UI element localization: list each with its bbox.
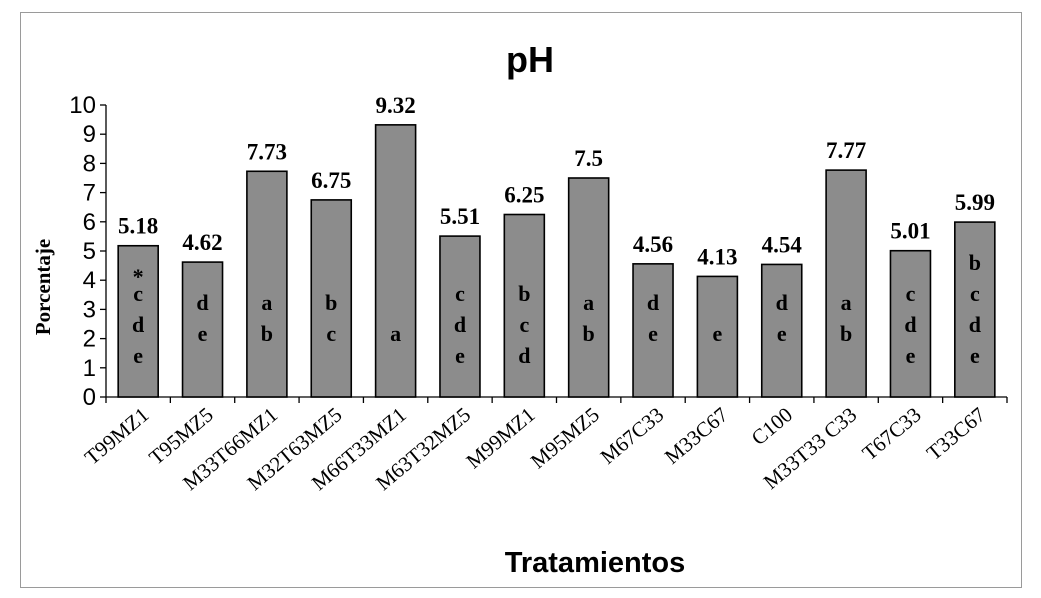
group-letter: a bbox=[583, 290, 594, 315]
chart-title: pH bbox=[506, 39, 554, 80]
group-letter: b bbox=[518, 281, 530, 306]
group-letter: e bbox=[777, 321, 787, 346]
significance-asterisk: * bbox=[133, 264, 144, 289]
group-letter: d bbox=[454, 312, 466, 337]
y-tick-label: 1 bbox=[83, 355, 96, 382]
group-letter: d bbox=[776, 290, 788, 315]
y-tick-label: 9 bbox=[83, 121, 96, 148]
value-label: 4.54 bbox=[762, 232, 803, 257]
group-letter: e bbox=[133, 343, 143, 368]
group-letter: c bbox=[519, 312, 529, 337]
x-tick-label: C100 bbox=[747, 402, 797, 450]
group-letter: c bbox=[455, 281, 465, 306]
value-label: 4.56 bbox=[633, 232, 673, 257]
x-tick-label: T33C67 bbox=[922, 402, 990, 465]
bar-m33t33c33 bbox=[825, 169, 867, 398]
group-letter: b bbox=[969, 250, 981, 275]
group-letter: d bbox=[904, 312, 916, 337]
x-tick-label: M67C33 bbox=[596, 402, 669, 468]
group-letter: c bbox=[906, 281, 916, 306]
group-letter: b bbox=[261, 321, 273, 346]
value-label: 5.99 bbox=[955, 190, 995, 215]
x-tick-label: M33C67 bbox=[660, 402, 733, 468]
bar-m33t66mz1 bbox=[246, 170, 288, 398]
value-label: 6.75 bbox=[311, 168, 351, 193]
group-letter: b bbox=[325, 290, 337, 315]
y-tick-label: 3 bbox=[83, 296, 96, 323]
y-tick-label: 8 bbox=[83, 150, 96, 177]
bar-t99mz1 bbox=[117, 244, 159, 398]
y-tick-label: 2 bbox=[83, 326, 96, 353]
group-letter: a bbox=[841, 290, 852, 315]
bar-m32t63mz5 bbox=[310, 199, 353, 398]
x-tick-label: T67C33 bbox=[858, 402, 926, 465]
value-label: 6.25 bbox=[504, 183, 544, 208]
y-tick-label: 0 bbox=[83, 384, 96, 411]
value-label: 4.13 bbox=[697, 244, 737, 269]
y-tick-label: 7 bbox=[83, 180, 96, 207]
group-letter: b bbox=[583, 321, 595, 346]
group-letter: d bbox=[969, 312, 981, 337]
group-letter: e bbox=[648, 321, 658, 346]
group-letter: c bbox=[970, 281, 980, 306]
bar-m33c67 bbox=[696, 275, 739, 398]
value-label: 7.77 bbox=[826, 138, 866, 163]
bar-m67c33 bbox=[632, 263, 674, 398]
bar-t95mz5 bbox=[181, 261, 224, 398]
bar-t67c33 bbox=[889, 249, 932, 398]
group-letter: e bbox=[970, 343, 980, 368]
value-label: 9.32 bbox=[375, 93, 415, 118]
value-label: 5.01 bbox=[890, 219, 930, 244]
x-tick-label: M95MZ5 bbox=[526, 402, 604, 473]
group-letter: a bbox=[261, 290, 272, 315]
x-tick-label: T99MZ1 bbox=[80, 402, 154, 469]
value-label: 7.73 bbox=[247, 139, 287, 164]
y-tick-label: 4 bbox=[83, 267, 96, 294]
group-letter: e bbox=[713, 321, 723, 346]
bar-m99mz1 bbox=[503, 213, 546, 398]
y-tick-label: 6 bbox=[83, 209, 96, 236]
value-label: 5.51 bbox=[440, 204, 480, 229]
value-label: 7.5 bbox=[574, 146, 603, 171]
y-tick-label: 10 bbox=[69, 92, 96, 119]
group-letter: d bbox=[132, 312, 144, 337]
group-letter: d bbox=[647, 290, 659, 315]
value-label: 5.18 bbox=[118, 214, 158, 239]
bar-t33c67 bbox=[954, 221, 996, 398]
group-letter: d bbox=[518, 343, 530, 368]
group-letter: a bbox=[390, 321, 401, 346]
bar-m66t33mz1 bbox=[374, 124, 417, 398]
group-letter: e bbox=[455, 343, 465, 368]
y-axis-title: Porcentaje bbox=[31, 239, 55, 335]
y-tick-label: 5 bbox=[83, 238, 96, 265]
value-label: 4.62 bbox=[182, 230, 222, 255]
group-letter: c bbox=[133, 281, 143, 306]
bar-m95mz5 bbox=[567, 177, 610, 398]
group-letter: e bbox=[198, 321, 208, 346]
group-letter: b bbox=[840, 321, 852, 346]
group-letter: c bbox=[326, 321, 336, 346]
bar-m63t32mz5 bbox=[439, 235, 481, 398]
plot-area: 0123456789105.18cde*T99MZ14.62deT95MZ57.… bbox=[69, 92, 1008, 495]
x-tick-label: M99MZ1 bbox=[462, 402, 540, 473]
group-letter: e bbox=[906, 343, 916, 368]
bar-c100 bbox=[760, 263, 803, 398]
x-axis-title: Tratamientos bbox=[505, 547, 686, 579]
group-letter: d bbox=[196, 290, 208, 315]
